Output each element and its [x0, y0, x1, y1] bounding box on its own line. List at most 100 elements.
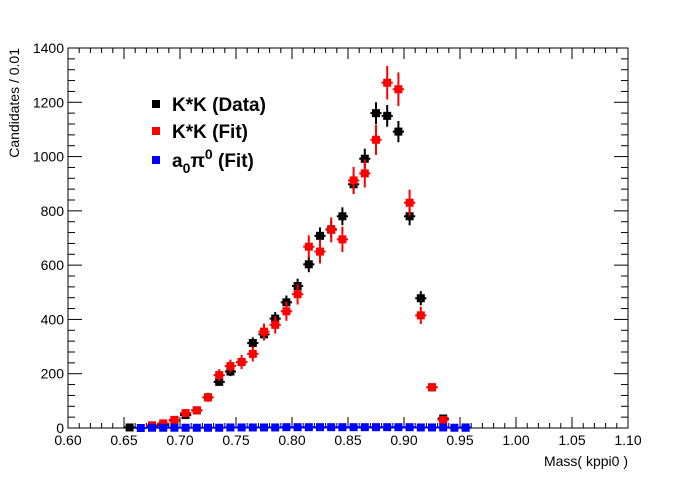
- data-point: [316, 247, 324, 256]
- x-tick-label: 0.90: [390, 432, 417, 448]
- data-point: [394, 423, 403, 432]
- data-point: [372, 109, 380, 118]
- data-point: [327, 423, 336, 432]
- x-tick-label: 1.10: [614, 432, 641, 448]
- data-point: [349, 176, 358, 185]
- data-point: [192, 406, 201, 415]
- data-point: [215, 371, 224, 380]
- y-tick-label: 200: [41, 366, 65, 382]
- data-point: [204, 393, 212, 402]
- x-tick-label: 0.60: [54, 432, 81, 448]
- data-point: [159, 423, 168, 432]
- data-point: [338, 212, 347, 221]
- x-tick-label: 1.05: [558, 432, 585, 448]
- data-point: [170, 415, 179, 424]
- data-point: [360, 154, 369, 163]
- x-tick-label: 0.75: [222, 432, 249, 448]
- data-point: [136, 424, 145, 432]
- data-point: [461, 423, 470, 432]
- data-point: [405, 198, 414, 207]
- data-point: [316, 423, 324, 432]
- data-point: [282, 423, 291, 432]
- series-2: [135, 423, 472, 432]
- data-point: [360, 423, 369, 432]
- data-point: [148, 423, 156, 432]
- data-point: [383, 78, 392, 87]
- x-tick-label: 1.00: [502, 432, 529, 448]
- legend-label-kk-fit: K*K (Fit): [172, 122, 248, 143]
- data-point: [372, 423, 380, 432]
- data-point: [450, 423, 459, 432]
- legend-a-subscript: 0: [183, 160, 191, 176]
- data-point: [282, 307, 291, 316]
- legend-marker-a0pi0-fit: [152, 156, 160, 164]
- y-tick-label: 0: [56, 420, 64, 436]
- data-point: [226, 423, 235, 432]
- axis-tick-labels: 0.60 0.65 0.70 0.75 0.80 0.85 0.90 0.95 1.00 1.05…: [33, 40, 642, 448]
- data-point: [383, 423, 392, 432]
- data-point: [428, 383, 436, 392]
- data-point: [248, 423, 257, 432]
- data-point: [428, 423, 436, 432]
- data-point: [125, 423, 134, 432]
- data-point: [237, 423, 246, 432]
- data-point: [181, 409, 190, 418]
- legend-marker-data: [152, 100, 160, 108]
- data-point: [360, 169, 369, 178]
- y-tick-label: 1000: [33, 149, 64, 165]
- data-point: [215, 377, 224, 386]
- data-point: [170, 423, 179, 432]
- data-point: [260, 327, 268, 336]
- data-point: [416, 294, 425, 303]
- data-point: [349, 423, 358, 432]
- legend-marker-kk-fit: [152, 127, 160, 135]
- y-tick-label: 600: [41, 257, 65, 273]
- data-point: [226, 362, 235, 371]
- data-point: [405, 423, 414, 432]
- data-point: [327, 225, 336, 234]
- y-tick-label: 400: [41, 311, 65, 327]
- x-tick-label: 0.95: [446, 432, 473, 448]
- legend-fit-suffix: (Fit): [213, 151, 254, 172]
- y-tick-label: 800: [41, 203, 65, 219]
- data-point: [181, 423, 190, 432]
- data-point: [293, 423, 302, 432]
- y-tick-label: 1200: [33, 94, 64, 110]
- data-point: [192, 423, 201, 432]
- data-point: [204, 423, 212, 432]
- data-point: [416, 311, 425, 320]
- x-axis-title: Mass( kppi0 ): [544, 453, 628, 469]
- data-point: [248, 339, 257, 348]
- y-axis-title: Candidates / 0.01: [6, 48, 22, 158]
- legend-label-a0pi0-fit: a0π0 (Fit): [172, 146, 254, 176]
- x-tick-label: 0.80: [278, 432, 305, 448]
- data-point: [338, 423, 347, 432]
- legend-a-base: a: [172, 151, 183, 172]
- axis-ticks: [67, 47, 629, 429]
- data-point: [271, 320, 280, 329]
- data-point: [304, 423, 313, 432]
- legend-label-data: K*K (Data): [172, 95, 266, 116]
- data-point: [416, 423, 425, 432]
- data-point: [394, 85, 403, 94]
- legend-pi: π: [190, 151, 205, 172]
- data-point: [293, 290, 302, 299]
- data-point: [405, 212, 414, 221]
- x-tick-label: 0.70: [166, 432, 193, 448]
- y-tick-label: 1400: [33, 40, 64, 56]
- data-point: [372, 135, 380, 144]
- data-point: [237, 358, 246, 367]
- data-point: [394, 127, 403, 136]
- data-point: [304, 260, 313, 269]
- data-point: [260, 423, 268, 432]
- data-point: [304, 242, 313, 251]
- data-point: [215, 423, 224, 432]
- data-point: [439, 415, 448, 424]
- data-point: [248, 349, 257, 358]
- data-point: [159, 419, 168, 428]
- data-point: [439, 423, 448, 432]
- legend-pi-superscript: 0: [205, 146, 213, 162]
- data-point: [316, 231, 324, 240]
